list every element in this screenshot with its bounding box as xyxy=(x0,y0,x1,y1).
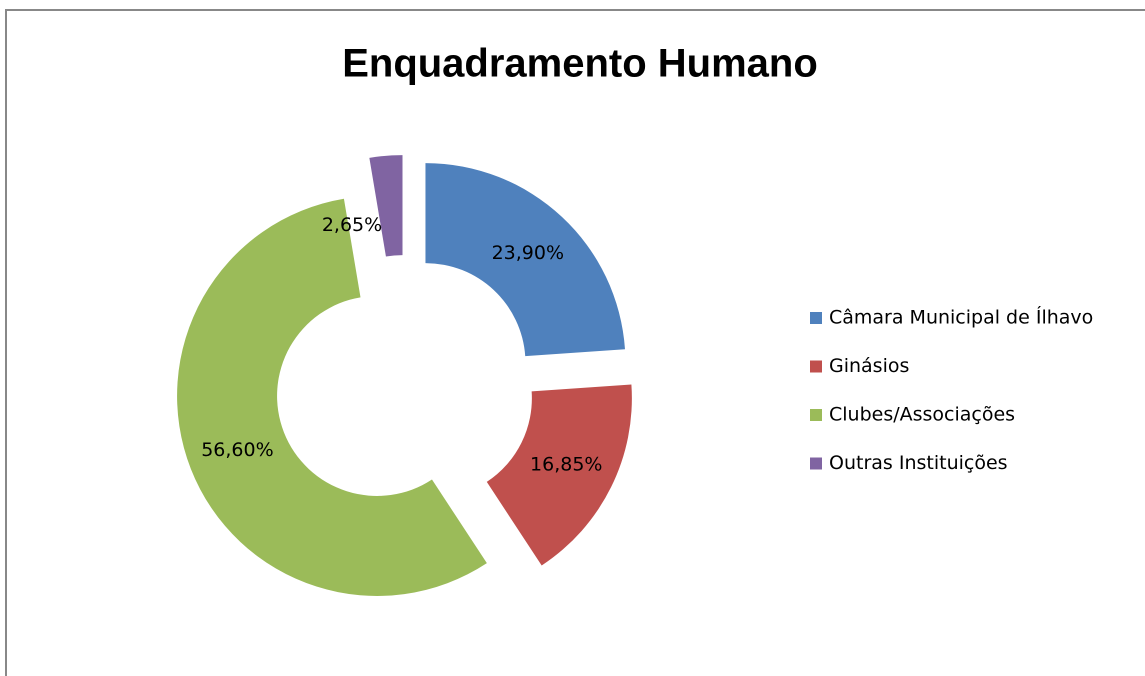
data-label: 2,65% xyxy=(322,214,382,236)
legend-swatch xyxy=(810,409,822,421)
data-label: 16,85% xyxy=(530,453,602,475)
data-label: 23,90% xyxy=(492,242,564,264)
donut-slice xyxy=(369,155,403,257)
legend-swatch xyxy=(810,457,822,470)
chart-title: Enquadramento Humano xyxy=(342,42,818,86)
donut-slice xyxy=(486,384,632,566)
data-label: 56,60% xyxy=(201,439,273,461)
legend-swatch xyxy=(810,312,822,324)
donut-slice xyxy=(425,163,625,357)
legend-label: Outras Instituições xyxy=(829,452,1008,474)
legend-swatch xyxy=(810,360,822,373)
legend-label: Ginásios xyxy=(829,355,909,377)
legend-label: Câmara Municipal de Ílhavo xyxy=(829,306,1093,329)
legend-label: Clubes/Associações xyxy=(829,404,1015,426)
donut-slice xyxy=(177,198,487,596)
